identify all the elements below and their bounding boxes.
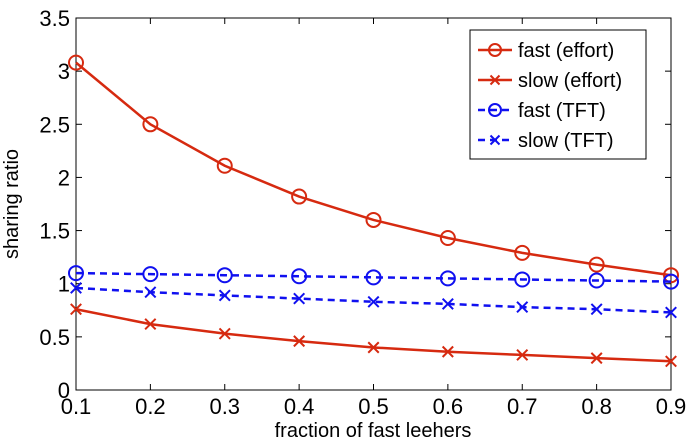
y-tick-label: 1.5 <box>39 219 70 244</box>
x-marker <box>293 292 306 305</box>
circle-marker <box>68 54 84 71</box>
x-tick-label: 0.8 <box>581 394 612 419</box>
x-marker <box>144 286 157 299</box>
x-tick-label: 0.4 <box>284 394 315 419</box>
y-tick-label: 2.5 <box>39 112 70 137</box>
series-line <box>75 271 672 283</box>
circle-marker <box>588 256 605 273</box>
circle-marker <box>439 230 456 247</box>
circle-marker <box>588 272 605 289</box>
series-4 <box>70 282 677 319</box>
circle-marker <box>514 244 531 261</box>
x-marker <box>665 355 677 368</box>
x-tick-label: 0.9 <box>656 394 687 419</box>
x-marker <box>516 301 529 314</box>
legend-item-1: fast (effort) <box>478 40 614 62</box>
x-tick-label: 0.5 <box>358 394 389 419</box>
series-3 <box>68 265 679 290</box>
x-tick-label: 0.7 <box>507 394 538 419</box>
circle-marker <box>291 268 308 285</box>
x-marker <box>590 303 603 316</box>
circle-marker <box>142 116 159 133</box>
circle-marker <box>365 211 382 228</box>
x-marker <box>516 348 529 361</box>
legend-label: slow (TFT) <box>518 130 614 152</box>
legend-item-3: fast (TFT) <box>478 100 606 122</box>
legend-label: slow (effort) <box>518 70 622 92</box>
x-marker <box>218 289 231 302</box>
x-tick-label: 0.6 <box>433 394 464 419</box>
circle-marker <box>142 266 159 283</box>
x-marker <box>441 345 454 358</box>
legend: fast (effort) slow (effort) fast (TFT) slow… <box>469 29 647 160</box>
x-tick-label: 0.2 <box>135 394 166 419</box>
x-marker <box>441 297 454 310</box>
series-line <box>75 286 672 314</box>
legend-label: fast (TFT) <box>518 100 606 122</box>
circle-marker <box>216 267 233 284</box>
circle-marker <box>216 157 233 174</box>
circle-marker <box>365 269 382 286</box>
circle-marker <box>514 271 531 288</box>
legend-item-2: slow (effort) <box>478 70 622 92</box>
x-marker <box>70 282 82 294</box>
x-tick-label: 0.1 <box>61 394 92 419</box>
series-line <box>75 61 672 277</box>
y-axis-label: sharing ratio <box>1 149 23 259</box>
y-tick-label: 3.5 <box>39 6 70 31</box>
x-marker <box>489 74 501 86</box>
data-series <box>68 54 679 368</box>
axis-ticks: 0.1 0.2 0.3 0.4 0.5 0.6 0.7 0.8 0.9 0 0.5 1 1.5 2 2.5 3… <box>39 6 686 419</box>
x-marker <box>218 327 231 340</box>
legend-box <box>469 29 647 160</box>
x-marker <box>144 318 157 331</box>
circle-marker <box>488 43 502 57</box>
x-marker <box>367 295 380 308</box>
series-2 <box>70 303 677 368</box>
x-marker <box>367 341 380 354</box>
y-tick-label: 0 <box>58 378 70 403</box>
x-marker <box>489 134 501 146</box>
y-tick-label: 1 <box>58 272 70 297</box>
x-marker <box>70 303 82 316</box>
y-tick-label: 2 <box>58 165 70 190</box>
x-marker <box>293 335 306 348</box>
circle-marker <box>439 270 456 287</box>
circle-marker <box>663 273 679 290</box>
legend-item-4: slow (TFT) <box>478 130 614 152</box>
circle-marker <box>68 265 84 282</box>
x-axis-label: fraction of fast leehers <box>275 420 472 442</box>
circle-marker <box>291 188 308 205</box>
x-marker <box>665 306 677 319</box>
legend-label: fast (effort) <box>518 40 614 62</box>
y-tick-label: 3 <box>58 59 70 84</box>
series-1 <box>68 54 679 284</box>
circle-marker <box>663 267 679 284</box>
circle-marker <box>488 103 502 117</box>
y-tick-label: 0.5 <box>39 325 70 350</box>
x-tick-label: 0.3 <box>209 394 240 419</box>
x-marker <box>590 352 603 365</box>
